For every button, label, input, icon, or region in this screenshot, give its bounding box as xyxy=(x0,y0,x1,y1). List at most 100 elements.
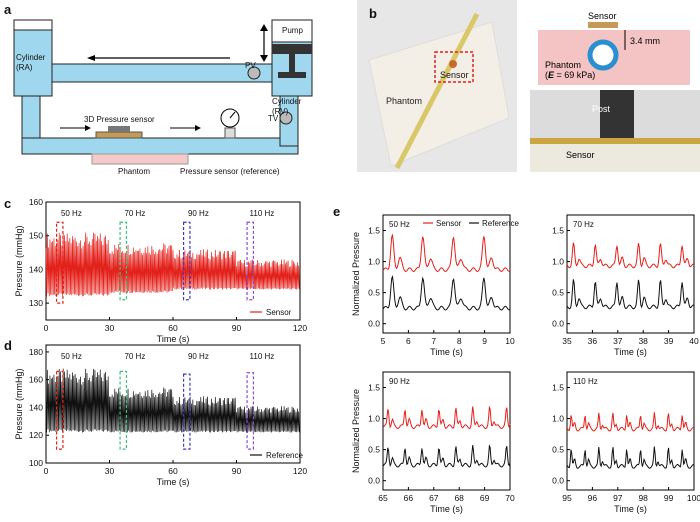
post-photo xyxy=(530,90,700,172)
legend-sensor-text: Sensor xyxy=(436,219,462,228)
freq-label-e4: 110 Hz xyxy=(573,377,598,386)
legend-text-d: Reference xyxy=(266,451,303,460)
xtick-label-e1-2: 7 xyxy=(431,336,436,346)
ylabel-e3: Normalized Pressure xyxy=(351,389,361,473)
pressure-sensor-3d xyxy=(95,131,143,139)
plot-frame-e1 xyxy=(382,214,511,334)
panel-b-label: b xyxy=(369,6,377,21)
xtick-label-e2-1: 36 xyxy=(588,336,598,346)
phantom-modulus-label: Phantom (E = 69 kPa) xyxy=(545,60,595,80)
phantom-label: Phantom xyxy=(386,96,423,106)
ref-sensor-label: Pressure sensor (reference) xyxy=(180,167,280,176)
freq-label-c-3: 110 Hz xyxy=(250,209,275,218)
cyl-rv-label-1: (RV) xyxy=(272,107,289,116)
xlabel-e3: Time (s) xyxy=(430,504,463,514)
freq-label-c-0: 50 Hz xyxy=(61,209,82,218)
xtick-label-e3-2: 67 xyxy=(429,493,439,503)
panel-a-label: a xyxy=(4,2,12,17)
flow-arrow-l-head xyxy=(85,125,91,131)
xtick-label-e4-0: 95 xyxy=(562,493,572,503)
plot-frame-e3 xyxy=(382,371,511,491)
ylabel-e1: Normalized Pressure xyxy=(351,232,361,316)
cylinder-ra xyxy=(13,19,53,97)
freq-box-d-2 xyxy=(182,373,191,450)
xtick-label-e4-4: 99 xyxy=(664,493,674,503)
ytick-label-d-4: 180 xyxy=(29,347,43,357)
freq-box-c-2 xyxy=(182,221,191,301)
xtick-label-e2-3: 38 xyxy=(638,336,648,346)
xtick-label-c-3: 90 xyxy=(232,323,242,333)
xtick-label-e2-0: 35 xyxy=(562,336,572,346)
xtick-label-d-1: 30 xyxy=(105,466,115,476)
trace-c xyxy=(45,232,300,297)
ytick-label-e1-3: 1.5 xyxy=(368,226,380,236)
ytick-label-d-2: 140 xyxy=(29,402,43,412)
freq-box-d-3 xyxy=(246,372,255,450)
ytick-label-e2-0: 0.0 xyxy=(552,319,564,329)
ytick-label-c-0: 130 xyxy=(29,298,43,308)
sensor-highlight-box xyxy=(434,51,474,83)
ytick-label-e4-2: 1.0 xyxy=(552,414,564,424)
ytick-label-e1-1: 0.5 xyxy=(368,288,380,298)
xtick-label-e2-4: 39 xyxy=(664,336,674,346)
xlabel-e4: Time (s) xyxy=(614,504,647,514)
xlabel-c: Time (s) xyxy=(157,334,190,344)
phantom-photo xyxy=(357,0,517,172)
series-e3-0 xyxy=(382,405,511,430)
ytick-label-c-2: 150 xyxy=(29,231,43,241)
ytick-label-e3-2: 1.0 xyxy=(368,414,380,424)
ytick-label-e2-2: 1.0 xyxy=(552,257,564,267)
phantom-label-a: Phantom xyxy=(118,167,150,176)
freq-label-e2: 70 Hz xyxy=(573,220,594,229)
xtick-label-e4-1: 96 xyxy=(588,493,598,503)
sensor-dot xyxy=(449,60,457,68)
pv-label: PV xyxy=(245,61,256,70)
cyl-ra-label-1: (RA) xyxy=(16,63,33,72)
xtick-label-c-2: 60 xyxy=(168,323,178,333)
ytick-label-d-0: 100 xyxy=(29,458,43,468)
freq-label-c-1: 70 Hz xyxy=(124,209,145,218)
series-e3-1 xyxy=(382,444,511,468)
ytick-label-c-3: 160 xyxy=(29,197,43,207)
phantom-slab xyxy=(368,21,510,167)
xtick-label-e4-2: 97 xyxy=(613,493,623,503)
post-label: Post xyxy=(592,104,611,114)
series-e4-0 xyxy=(566,412,695,432)
cross-section-diagram xyxy=(530,0,700,88)
freq-label-d-3: 110 Hz xyxy=(250,352,275,361)
ytick-label-e2-1: 0.5 xyxy=(552,288,564,298)
xtick-label-e3-1: 66 xyxy=(404,493,414,503)
cyl-ra-label-0: Cylinder xyxy=(16,53,46,62)
panel-d-label: d xyxy=(4,338,12,353)
cylinder-ra-top xyxy=(13,19,53,31)
freq-box-d-1 xyxy=(119,370,128,450)
ylabel-c: Pressure (mmHg) xyxy=(14,225,24,296)
pump-label: Pump xyxy=(282,26,303,35)
sensor-strip xyxy=(530,138,700,144)
cross-section-svg xyxy=(538,22,690,85)
series-e2-1 xyxy=(566,279,695,310)
ytick-label-e2-3: 1.5 xyxy=(552,226,564,236)
sensor-block xyxy=(588,22,618,28)
piston-rod xyxy=(289,54,295,72)
post xyxy=(600,90,634,138)
pv-valve xyxy=(247,66,261,80)
ytick-label-d-3: 160 xyxy=(29,375,43,385)
ytick-label-e1-2: 1.0 xyxy=(368,257,380,267)
xlabel-e2: Time (s) xyxy=(614,347,647,357)
freq-box-c-0 xyxy=(55,221,64,304)
xtick-label-e1-5: 10 xyxy=(505,336,515,346)
freq-label-d-2: 90 Hz xyxy=(188,352,209,361)
tube-section xyxy=(587,39,619,71)
pump-arrow-up xyxy=(260,24,268,31)
series-e2-0 xyxy=(566,242,695,269)
plot-frame-e2 xyxy=(566,214,695,334)
xlabel-e1: Time (s) xyxy=(430,347,463,357)
tv-label: TV xyxy=(268,114,279,123)
pump-arrow-down xyxy=(260,55,268,62)
flow-arrow-top-head xyxy=(87,55,95,61)
xtick-label-e2-2: 37 xyxy=(613,336,623,346)
phantom-modulus-name: Phantom xyxy=(545,60,582,70)
top-pipe xyxy=(51,63,277,83)
